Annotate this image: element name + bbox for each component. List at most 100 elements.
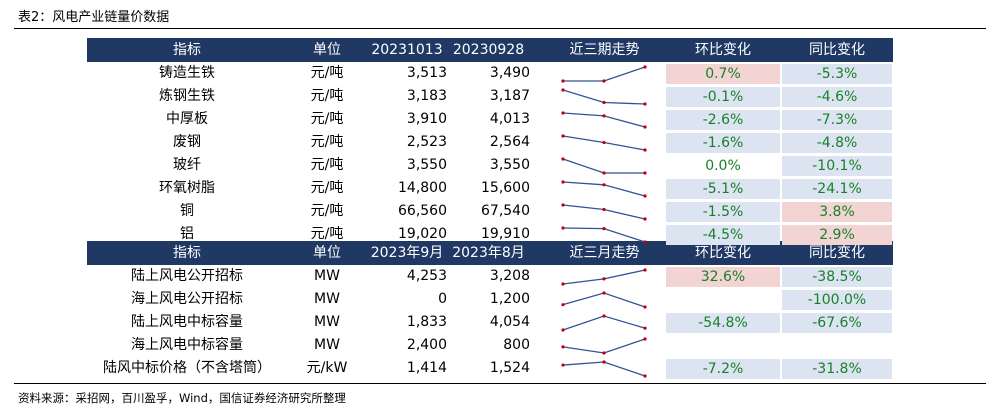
section1-row-7-unit: 元/吨 — [310, 226, 344, 242]
section1-row-3-unit: 元/吨 — [310, 134, 344, 150]
sparkline-point-2 — [643, 148, 647, 152]
sparkline-point-0 — [561, 79, 565, 83]
section1-row-5-v1: 14,800 — [398, 180, 447, 196]
section1-row-6-unit: 元/吨 — [310, 203, 344, 219]
section2-row-3-yoy — [782, 336, 892, 356]
section2-row-2-v1: 1,833 — [406, 314, 447, 330]
sparkline-point-1 — [602, 227, 606, 231]
sparkline-point-1 — [602, 351, 606, 355]
sparkline-point-0 — [561, 111, 565, 115]
section2-row-3-sparkline — [561, 337, 647, 355]
section2-row-0-unit: MW — [314, 268, 340, 284]
section2-header-indicator: 指标 — [173, 245, 201, 261]
section1-row-6-v1: 66,560 — [398, 203, 447, 219]
section1-row-0-v2: 3,490 — [489, 65, 530, 81]
section2-row-2-name: 陆上风电中标容量 — [131, 314, 243, 330]
section1-row-7-yoy: 2.9% — [782, 225, 892, 245]
sparkline-point-2 — [643, 217, 647, 221]
sparkline-point-1 — [602, 183, 606, 187]
section1-row-3-name: 废钢 — [173, 134, 201, 150]
sparkline-point-1 — [602, 114, 606, 118]
section2-row-3-unit: MW — [314, 337, 340, 353]
section2-row-2-sparkline — [561, 314, 647, 332]
sparkline-path — [562, 338, 646, 354]
sparkline-point-0 — [561, 363, 565, 367]
section2-row-3-mom — [666, 336, 780, 356]
section2-row-1-yoy: -100.0% — [782, 290, 892, 310]
section1-row-2-v2: 4,013 — [489, 111, 530, 127]
section2-row-4-v2: 1,524 — [489, 360, 530, 376]
section2-header-current: 2023年9月 — [370, 245, 444, 261]
sparkline-path — [563, 66, 646, 82]
section1-row-4-v2: 3,550 — [489, 157, 530, 173]
section2-row-0-name: 陆上风电公开招标 — [131, 268, 243, 284]
section2-row-2-yoy: -67.6% — [782, 313, 892, 333]
section2-row-3-v1: 2,400 — [406, 337, 447, 353]
section1-row-0-name: 铸造生铁 — [159, 65, 215, 81]
sparkline-path — [562, 204, 646, 220]
source-note: 资料来源：采招网，百川盈孚，Wind，国信证券经济研究所整理 — [18, 391, 346, 405]
section1-header-mom: 环比变化 — [695, 42, 751, 58]
section1-row-2-unit: 元/吨 — [310, 111, 344, 127]
section1-header-indicator: 指标 — [173, 42, 201, 58]
section1-row-6-sparkline — [561, 203, 647, 221]
section2-row-3-name: 海上风电中标容量 — [131, 337, 243, 353]
section1-row-0-v1: 3,513 — [406, 65, 447, 81]
sparkline-point-2 — [643, 171, 647, 175]
top-rule — [14, 28, 986, 29]
section1-row-0-yoy: -5.3% — [782, 64, 892, 84]
section2-row-1-v1: 0 — [438, 291, 447, 307]
section2-row-1-sparkline — [561, 291, 647, 309]
sparkline-point-1 — [602, 100, 606, 105]
section2-row-0-yoy: -38.5% — [782, 267, 892, 287]
section1-row-7-mom: -4.5% — [666, 225, 780, 245]
section1-row-7-name: 铝 — [180, 226, 194, 242]
sparkline-point-0 — [561, 328, 565, 332]
section1-row-5-name: 环氧树脂 — [159, 180, 215, 196]
sparkline-point-2 — [643, 125, 647, 129]
section2-header-previous: 2023年8月 — [452, 245, 525, 261]
section2-header-mom: 环比变化 — [695, 245, 751, 261]
section1-row-1-v1: 3,183 — [406, 88, 447, 104]
sparkline-point-1 — [602, 171, 606, 175]
sparkline-point-1 — [602, 360, 606, 364]
section1-row-1-sparkline — [561, 88, 647, 106]
section2-row-4-sparkline — [561, 360, 647, 378]
section1-row-1-v2: 3,187 — [489, 88, 530, 104]
section1-row-7-v2: 19,910 — [481, 226, 530, 242]
section1-header-current: 20231013 — [371, 42, 443, 58]
section2-header-bar — [87, 241, 893, 265]
section2-row-4-unit: 元/kW — [306, 360, 348, 376]
section2-row-4-v1: 1,414 — [406, 360, 447, 376]
section2-header-trend: 近三月走势 — [569, 245, 640, 261]
section1-row-4-v1: 3,550 — [406, 157, 447, 173]
section2-header-unit: 单位 — [313, 245, 341, 261]
section1-row-6-name: 铜 — [180, 203, 194, 219]
sparkline-point-2 — [643, 194, 647, 198]
sparkline-point-2 — [643, 337, 647, 341]
section1-row-6-mom: -1.5% — [666, 202, 780, 222]
section1-row-1-name: 炼钢生铁 — [159, 88, 215, 104]
sparkline-point-0 — [561, 180, 565, 184]
section1-row-1-mom: -0.1% — [666, 87, 780, 107]
section1-row-0-sparkline — [561, 65, 647, 83]
section1-header-unit: 单位 — [313, 42, 341, 58]
section1-row-2-name: 中厚板 — [166, 111, 208, 127]
sparkline-point-0 — [561, 88, 565, 92]
sparkline-point-2 — [643, 240, 647, 244]
section1-row-3-v2: 2,564 — [489, 134, 530, 150]
section1-row-6-yoy: 3.8% — [782, 202, 892, 222]
section1-row-5-sparkline — [561, 180, 647, 198]
section1-row-3-mom: -1.6% — [666, 133, 780, 153]
section1-row-4-mom: 0.0% — [705, 158, 741, 174]
section2-row-1-v2: 1,200 — [489, 291, 530, 307]
section1-row-1-unit: 元/吨 — [310, 88, 344, 104]
section2-row-0-v1: 4,253 — [406, 268, 447, 284]
sparkline-point-1 — [602, 291, 606, 295]
section1-row-1-yoy: -4.6% — [782, 87, 892, 107]
bottom-rule — [14, 383, 986, 384]
section1-header-bar — [87, 38, 893, 62]
sparkline-point-1 — [602, 277, 606, 281]
sparkline-path — [562, 361, 646, 377]
section1-row-3-v1: 2,523 — [406, 134, 447, 150]
